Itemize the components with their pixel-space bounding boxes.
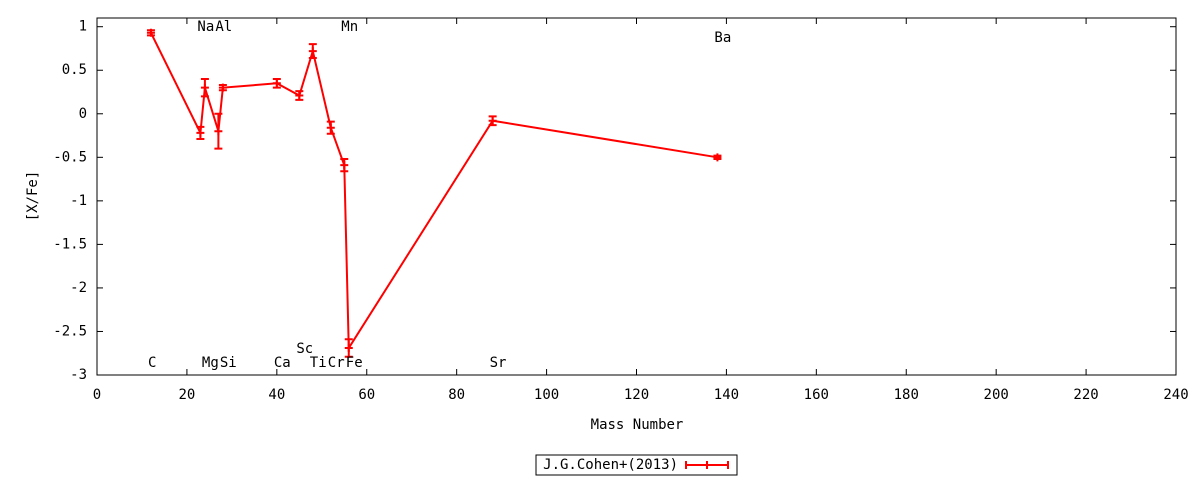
element-label: Ca (274, 355, 291, 371)
element-label: Al (215, 19, 232, 35)
x-tick-label: 20 (178, 387, 195, 403)
point (488, 116, 497, 125)
y-tick-label: -2 (70, 280, 87, 296)
point (272, 79, 281, 88)
element-label: Sc (296, 341, 313, 357)
x-tick-label: 0 (93, 387, 101, 403)
y-tick-label: -2.5 (53, 323, 87, 339)
y-tick-label: 0 (79, 106, 87, 122)
x-tick-label: 200 (984, 387, 1009, 403)
plot-frame (96, 17, 1177, 376)
element-label: Mg (202, 355, 219, 371)
point (713, 153, 722, 162)
x-axis-label: Mass Number (591, 417, 684, 433)
element-label: Ti (310, 355, 327, 371)
x-tick-label: 60 (358, 387, 375, 403)
y-tick-label: 1 (79, 19, 87, 35)
point (340, 161, 349, 170)
element-label: Fe (346, 355, 363, 371)
point (146, 28, 155, 37)
y-tick-label: 0.5 (62, 62, 87, 78)
x-tick-label: 120 (624, 387, 649, 403)
legend-label: J.G.Cohen+(2013) (543, 457, 678, 473)
x-tick-label: 220 (1073, 387, 1098, 403)
point (218, 83, 227, 92)
x-tick-label: 160 (804, 387, 829, 403)
x-tick-label: 100 (534, 387, 559, 403)
element-label: Na (197, 19, 214, 35)
x-tick-label: 80 (448, 387, 465, 403)
element-label: C (148, 355, 156, 371)
element-label: Ba (714, 30, 731, 46)
y-tick-label: -1 (70, 193, 87, 209)
element-label: Cr (328, 355, 345, 371)
legend-box (535, 454, 738, 476)
point (196, 128, 205, 137)
y-tick-label: -1.5 (53, 236, 87, 252)
point (200, 83, 209, 92)
x-tick-label: 240 (1163, 387, 1188, 403)
point (344, 344, 353, 353)
x-tick-label: 40 (268, 387, 285, 403)
point (308, 47, 317, 56)
x-tick-label: 140 (714, 387, 739, 403)
y-tick-label: -3 (70, 367, 87, 383)
element-label: Sr (490, 355, 507, 371)
point (326, 123, 335, 132)
series-line (150, 32, 718, 352)
legend-swatch (685, 461, 729, 469)
point (214, 127, 223, 136)
point (295, 91, 304, 100)
element-label: Mn (341, 19, 358, 35)
x-tick-label: 180 (894, 387, 919, 403)
y-axis-label: [X/Fe] (25, 171, 41, 222)
y-tick-label: -0.5 (53, 149, 87, 165)
element-label: Si (220, 355, 237, 371)
